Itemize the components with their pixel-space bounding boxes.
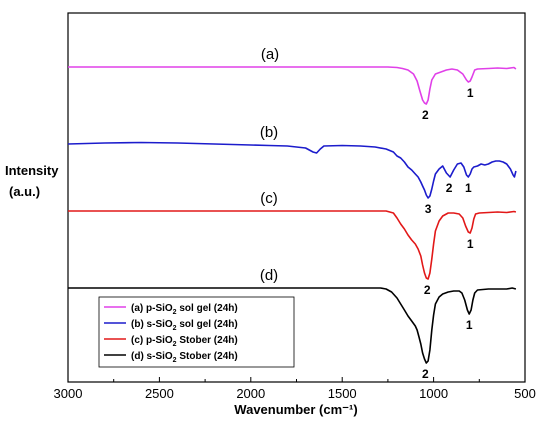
y-axis-label-line2: (a.u.) [9, 184, 40, 199]
legend-entry-b: (b) s-SiO2 sol gel (24h) [131, 319, 238, 332]
peak-label-d-2: 2 [422, 367, 429, 381]
curve-label-c: (c) [260, 190, 278, 207]
legend-entry-a: (a) p-SiO2 sol gel (24h) [131, 303, 238, 316]
curve-label-d: (d) [260, 267, 278, 284]
y-axis-label-line1: Intensity [5, 163, 59, 178]
legend-entry-d: (d) s-SiO2 Stober (24h) [131, 351, 238, 364]
peak-label-a-2: 2 [422, 108, 429, 122]
x-axis-ticks: 3000 2500 2000 1500 1000 500 [54, 377, 536, 401]
peak-label-c-1: 1 [467, 237, 474, 251]
legend-box [98, 296, 295, 368]
peak-label-c-2: 2 [424, 283, 431, 297]
curve-label-a: (a) [261, 46, 279, 63]
peak-label-a-1: 1 [467, 86, 474, 100]
curve-c [68, 210, 517, 280]
peak-label-b-2: 2 [446, 181, 453, 195]
x-tick-label-1500: 1500 [328, 386, 357, 401]
curve-d [68, 287, 517, 364]
x-tick-label-2000: 2000 [236, 386, 265, 401]
x-tick-label-500: 500 [514, 386, 536, 401]
curve-b [67, 141, 517, 199]
peak-label-b-3: 3 [425, 202, 432, 216]
legend: (a) p-SiO2 sol gel (24h) (b) s-SiO2 sol g… [98, 296, 295, 368]
x-tick-label-2500: 2500 [145, 386, 174, 401]
x-axis-label: Wavenumber (cm⁻¹) [234, 402, 357, 417]
x-tick-label-1000: 1000 [419, 386, 448, 401]
x-tick-label-3000: 3000 [54, 386, 83, 401]
peak-label-b-1: 1 [465, 181, 472, 195]
curve-a [68, 66, 517, 105]
spectra-curves [67, 66, 517, 364]
curve-label-b: (b) [260, 124, 278, 141]
peak-label-d-1: 1 [466, 318, 473, 332]
legend-entry-c: (c) p-SiO2 Stober (24h) [131, 335, 238, 348]
curve-labels: (a) (b) (c) (d) [260, 46, 279, 284]
